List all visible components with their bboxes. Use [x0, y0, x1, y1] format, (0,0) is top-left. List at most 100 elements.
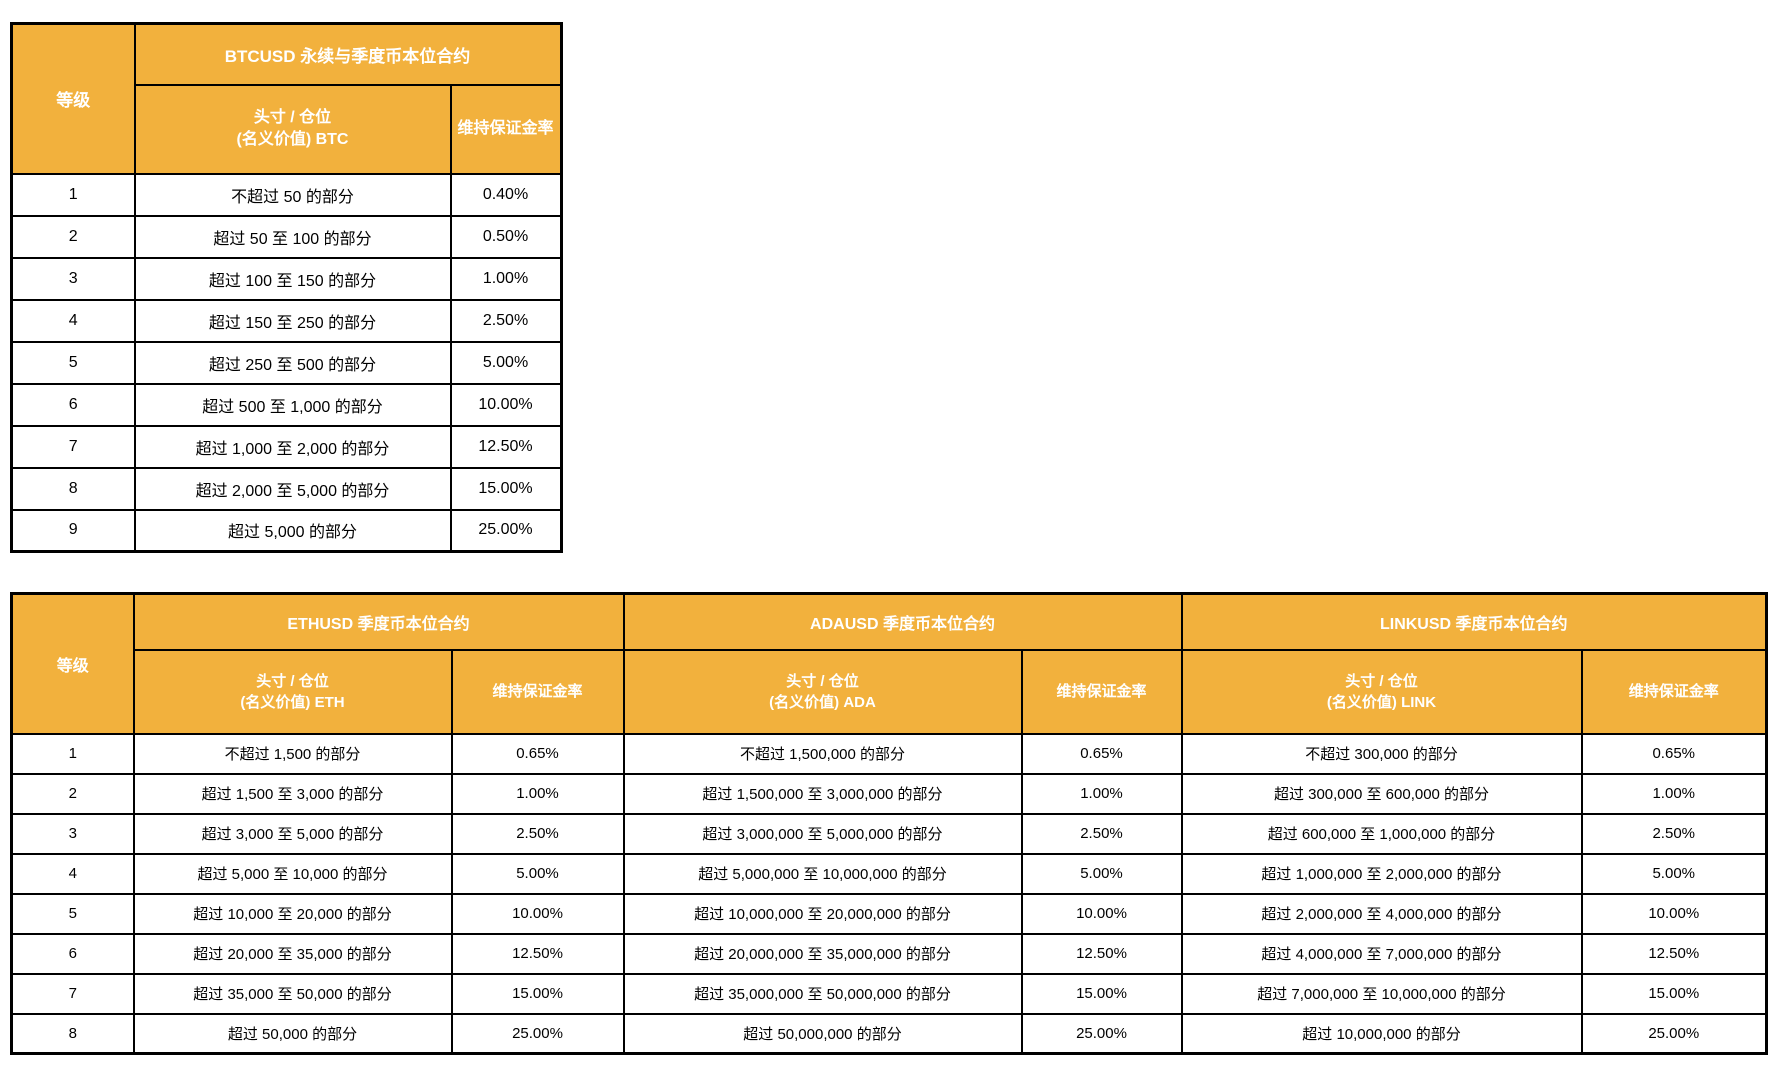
level-cell: 8 [10, 466, 136, 511]
position-cell: 不超过 50 的部分 [133, 172, 452, 217]
rate-cell: 1.00% [450, 772, 625, 815]
level-cell: 4 [10, 298, 136, 343]
level-cell: 3 [10, 812, 135, 855]
rate-column-header-0: 维持保证金率 [450, 648, 625, 735]
rate-cell: 5.00% [1580, 852, 1768, 895]
table-row: 4 超过 5,000 至 10,000 的部分 5.00% 超过 5,000,000 … [10, 852, 1768, 895]
header-banner-row: 等级 ETHUSD 季度币本位合约 ADAUSD 季度币本位合约 LINKUSD 季度… [10, 592, 1768, 735]
position-cell: 超过 250 至 500 的部分 [133, 340, 452, 385]
position-cell: 超过 20,000 至 35,000 的部分 [132, 932, 453, 975]
rate-cell: 15.00% [449, 466, 563, 511]
table-row: 1 不超过 1,500 的部分 0.65% 不超过 1,500,000 的部分 0.65… [10, 732, 1768, 775]
rate-cell: 12.50% [450, 932, 625, 975]
position-header-line1: 头寸 / 仓位 [786, 672, 859, 690]
level-cell: 9 [10, 508, 136, 553]
position-cell: 超过 35,000,000 至 50,000,000 的部分 [622, 972, 1023, 1015]
table-row: 2 超过 1,500 至 3,000 的部分 1.00% 超过 1,500,000 至… [10, 772, 1768, 815]
position-cell: 超过 2,000,000 至 4,000,000 的部分 [1180, 892, 1583, 935]
rate-cell: 0.65% [1580, 732, 1768, 775]
level-cell: 6 [10, 932, 135, 975]
group-title-1: ADAUSD 季度币本位合约 [622, 592, 1183, 651]
position-cell: 超过 10,000,000 的部分 [1180, 1012, 1583, 1055]
position-header-line2: (名义价值) LINK [1326, 693, 1437, 711]
position-column-header-0: 头寸 / 仓位 (名义价值) ETH [132, 648, 453, 735]
rate-cell: 2.50% [449, 298, 563, 343]
position-cell: 超过 10,000,000 至 20,000,000 的部分 [622, 892, 1023, 935]
position-cell: 超过 7,000,000 至 10,000,000 的部分 [1180, 972, 1583, 1015]
level-cell: 2 [10, 214, 136, 259]
btc-margin-table: 等级 BTCUSD 永续与季度币本位合约 头寸 / 仓位 (名义价值) BTC 维持保证… [10, 22, 563, 553]
rate-cell: 2.50% [1580, 812, 1768, 855]
table-row: 7 超过 35,000 至 50,000 的部分 15.00% 超过 35,000,0… [10, 972, 1768, 1015]
position-cell: 超过 600,000 至 1,000,000 的部分 [1180, 812, 1583, 855]
level-column-header: 等级 [10, 22, 136, 175]
position-header-line2: (名义价值) BTC [236, 131, 349, 148]
level-cell: 1 [10, 732, 135, 775]
table-row: 9 超过 5,000 的部分 25.00% [10, 508, 563, 553]
rate-column-header-2: 维持保证金率 [1580, 648, 1768, 735]
position-cell: 超过 4,000,000 至 7,000,000 的部分 [1180, 932, 1583, 975]
rate-cell: 0.40% [449, 172, 563, 217]
table-row: 2 超过 50 至 100 的部分 0.50% [10, 214, 563, 259]
rate-cell: 25.00% [450, 1012, 625, 1055]
rate-cell: 10.00% [1020, 892, 1183, 935]
alt-margin-table: 等级 ETHUSD 季度币本位合约 ADAUSD 季度币本位合约 LINKUSD 季度… [10, 592, 1768, 1055]
position-cell: 超过 150 至 250 的部分 [133, 298, 452, 343]
rate-cell: 12.50% [1580, 932, 1768, 975]
alt-margin-tables-container: 等级 ETHUSD 季度币本位合约 ADAUSD 季度币本位合约 LINKUSD 季度… [10, 592, 1768, 1055]
position-cell: 超过 35,000 至 50,000 的部分 [132, 972, 453, 1015]
table-row: 3 超过 100 至 150 的部分 1.00% [10, 256, 563, 301]
group-title-2: LINKUSD 季度币本位合约 [1180, 592, 1768, 651]
level-cell: 1 [10, 172, 136, 217]
position-cell: 超过 3,000,000 至 5,000,000 的部分 [622, 812, 1023, 855]
table-row: 5 超过 10,000 至 20,000 的部分 10.00% 超过 10,000,0… [10, 892, 1768, 935]
position-column-header-1: 头寸 / 仓位 (名义价值) ADA [622, 648, 1023, 735]
rate-cell: 0.65% [1020, 732, 1183, 775]
level-cell: 5 [10, 340, 136, 385]
table-row: 6 超过 20,000 至 35,000 的部分 12.50% 超过 20,000,0… [10, 932, 1768, 975]
rate-cell: 5.00% [449, 340, 563, 385]
group-title-0: BTCUSD 永续与季度币本位合约 [133, 22, 563, 86]
position-cell: 超过 1,500 至 3,000 的部分 [132, 772, 453, 815]
position-cell: 不超过 300,000 的部分 [1180, 732, 1583, 775]
position-cell: 超过 1,000,000 至 2,000,000 的部分 [1180, 852, 1583, 895]
group-title-0: ETHUSD 季度币本位合约 [132, 592, 625, 651]
position-cell: 超过 2,000 至 5,000 的部分 [133, 466, 452, 511]
position-cell: 超过 50 至 100 的部分 [133, 214, 452, 259]
position-cell: 超过 100 至 150 的部分 [133, 256, 452, 301]
table-row: 3 超过 3,000 至 5,000 的部分 2.50% 超过 3,000,000 至… [10, 812, 1768, 855]
level-cell: 7 [10, 424, 136, 469]
position-cell: 超过 5,000,000 至 10,000,000 的部分 [622, 852, 1023, 895]
position-cell: 超过 5,000 至 10,000 的部分 [132, 852, 453, 895]
position-header-line2: (名义价值) ETH [240, 693, 345, 711]
position-cell: 超过 50,000 的部分 [132, 1012, 453, 1055]
level-cell: 6 [10, 382, 136, 427]
rate-cell: 25.00% [449, 508, 563, 553]
position-cell: 超过 5,000 的部分 [133, 508, 452, 553]
rate-cell: 1.00% [1580, 772, 1768, 815]
position-header-line1: 头寸 / 仓位 [253, 108, 332, 126]
table-row: 8 超过 2,000 至 5,000 的部分 15.00% [10, 466, 563, 511]
rate-cell: 5.00% [450, 852, 625, 895]
header-banner-row: 等级 BTCUSD 永续与季度币本位合约 [10, 22, 563, 175]
rate-cell: 25.00% [1580, 1012, 1768, 1055]
table-row: 1 不超过 50 的部分 0.40% [10, 172, 563, 217]
position-header-line1: 头寸 / 仓位 [1345, 672, 1418, 690]
level-cell: 3 [10, 256, 136, 301]
table-row: 4 超过 150 至 250 的部分 2.50% [10, 298, 563, 343]
level-cell: 4 [10, 852, 135, 895]
rate-column-header-1: 维持保证金率 [1020, 648, 1183, 735]
position-cell: 超过 50,000,000 的部分 [622, 1012, 1023, 1055]
rate-cell: 12.50% [1020, 932, 1183, 975]
table-row: 8 超过 50,000 的部分 25.00% 超过 50,000,000 的部分 25.… [10, 1012, 1768, 1055]
position-column-header-0: 头寸 / 仓位 (名义价值) BTC [133, 83, 452, 175]
rate-column-header-0: 维持保证金率 [449, 83, 563, 175]
level-cell: 7 [10, 972, 135, 1015]
header-sub-row: 头寸 / 仓位 (名义价值) ETH 维持保证金率 头寸 / 仓位 (名义价值) ADA… [12, 648, 1768, 735]
position-cell: 不超过 1,500 的部分 [132, 732, 453, 775]
rate-cell: 5.00% [1020, 852, 1183, 895]
rate-cell: 0.65% [450, 732, 625, 775]
position-cell: 超过 500 至 1,000 的部分 [133, 382, 452, 427]
position-cell: 超过 1,500,000 至 3,000,000 的部分 [622, 772, 1023, 815]
